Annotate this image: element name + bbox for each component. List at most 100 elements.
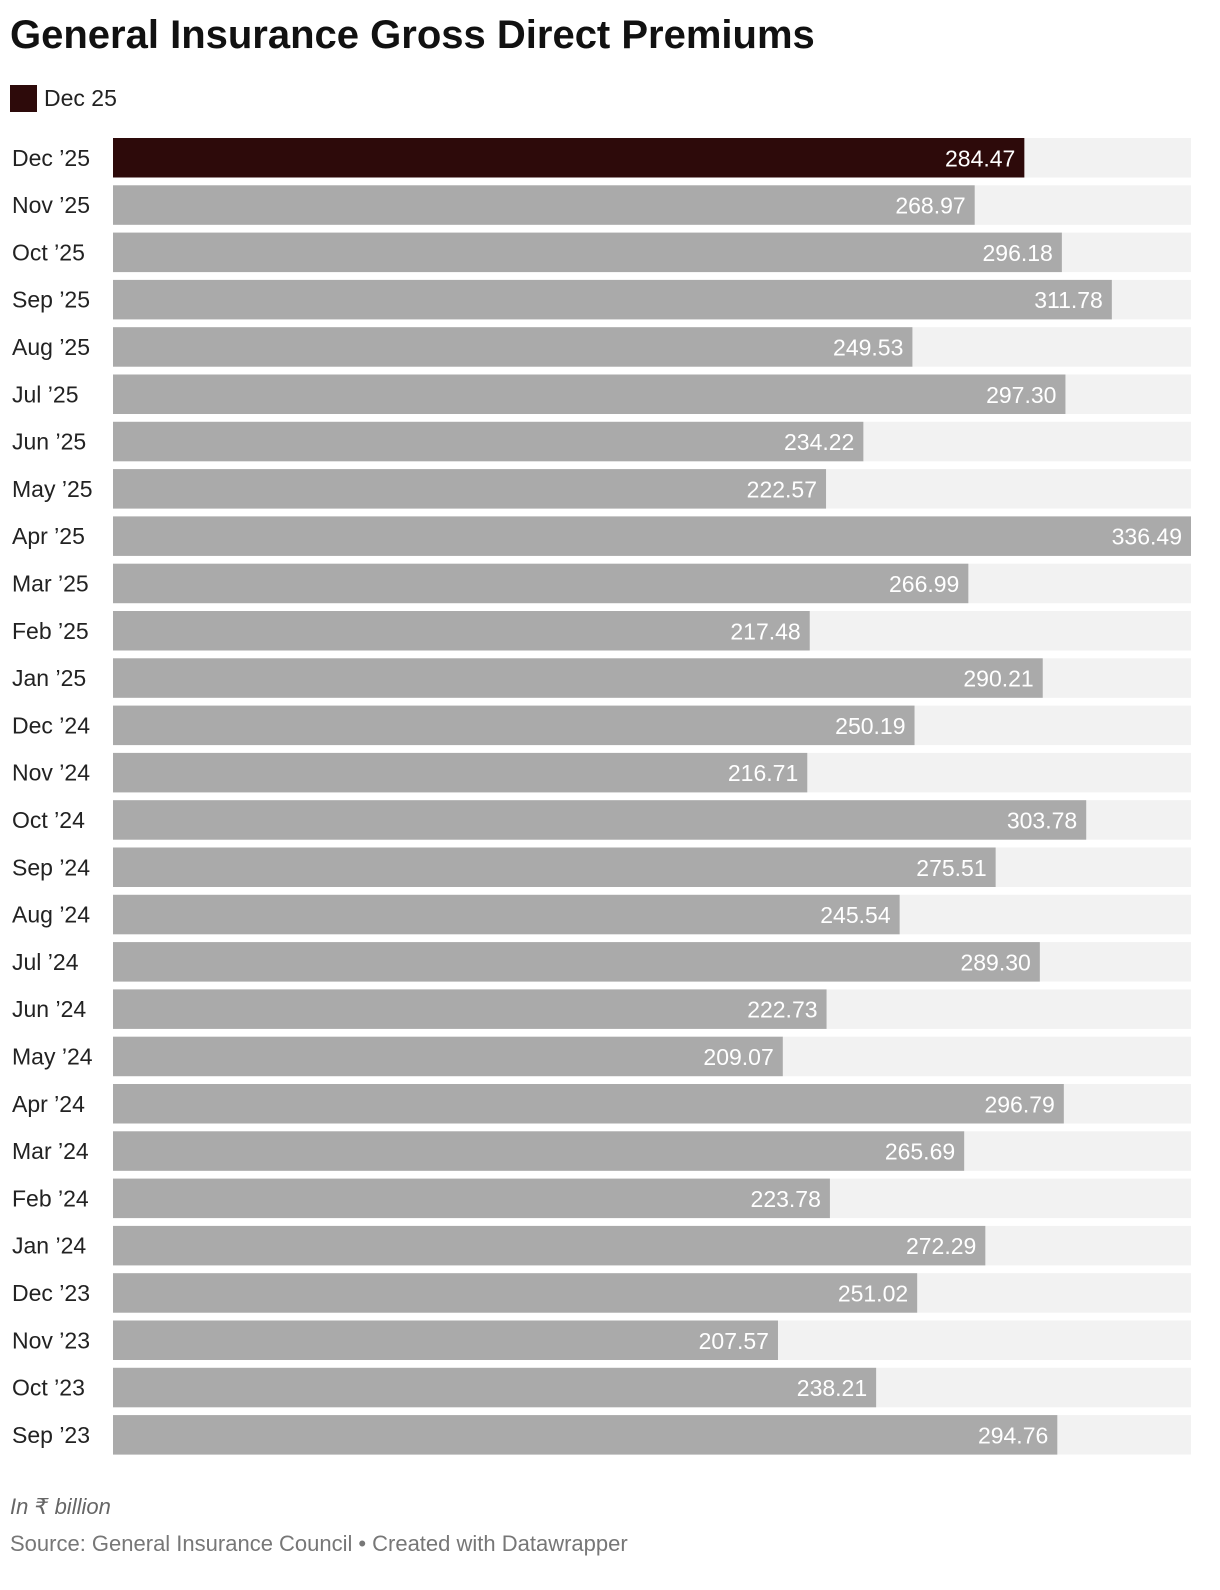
bar — [113, 185, 975, 225]
bar — [113, 563, 969, 604]
category-label: Apr ’24 — [12, 1091, 85, 1117]
value-label: 249.53 — [833, 334, 903, 360]
value-label: 250.19 — [835, 713, 905, 739]
category-label: Nov ’25 — [12, 192, 90, 218]
value-label: 296.79 — [984, 1091, 1054, 1117]
value-label: 294.76 — [978, 1422, 1048, 1448]
bar — [113, 1178, 830, 1219]
category-label: Jun ’24 — [12, 996, 86, 1022]
value-label: 296.18 — [983, 240, 1053, 266]
category-label: Feb ’24 — [12, 1185, 89, 1211]
bar — [113, 942, 1040, 982]
bar-row: Dec ’23 251.02 — [12, 1273, 1191, 1313]
bar — [113, 800, 1087, 840]
bar — [113, 516, 1191, 556]
category-label: Sep ’23 — [12, 1422, 90, 1448]
value-label: 266.99 — [889, 571, 959, 597]
category-label: Mar ’24 — [12, 1138, 89, 1164]
category-label: Mar ’25 — [12, 570, 89, 596]
value-label: 289.30 — [960, 949, 1030, 975]
value-label: 245.54 — [820, 902, 891, 928]
bar-row: Nov ’24 216.71 — [12, 752, 1191, 793]
category-label: Sep ’25 — [12, 287, 90, 313]
category-label: Jul ’24 — [12, 949, 79, 975]
bar-row: Apr ’25 336.49 — [12, 516, 1191, 556]
bar — [113, 1320, 778, 1360]
footer-separator: • — [358, 1531, 367, 1556]
category-label: Nov ’24 — [12, 760, 90, 786]
bar-chart: Dec ’25 284.47 Nov ’25 268.97 Oct ’25 296.18 S… — [12, 138, 1191, 1455]
bar — [113, 1367, 877, 1408]
bar-row: Sep ’25 311.78 — [12, 279, 1191, 320]
unit-note: In ₹ billion — [10, 1494, 111, 1519]
bar-row: Dec ’24 250.19 — [12, 705, 1191, 746]
category-label: Apr ’25 — [12, 523, 85, 549]
category-label: Dec ’25 — [12, 145, 90, 171]
bar — [113, 469, 827, 509]
legend-swatch — [10, 84, 37, 112]
bar — [113, 279, 1112, 320]
category-label: May ’25 — [12, 476, 93, 502]
bar-row: Dec ’25 284.47 — [12, 138, 1191, 178]
bar-row: Oct ’24 303.78 — [12, 800, 1191, 840]
bar-row: May ’24 209.07 — [12, 1036, 1191, 1077]
category-label: Dec ’24 — [12, 712, 90, 738]
category-label: Jan ’25 — [12, 665, 86, 691]
category-label: May ’24 — [12, 1043, 93, 1069]
bar-row: Sep ’24 275.51 — [12, 847, 1191, 887]
bar-row: Mar ’24 265.69 — [12, 1131, 1191, 1171]
bar-row: Apr ’24 296.79 — [12, 1084, 1191, 1124]
category-label: Dec ’23 — [12, 1280, 90, 1306]
value-label: 297.30 — [986, 382, 1056, 408]
value-label: 272.29 — [906, 1233, 976, 1259]
bar — [113, 705, 915, 746]
category-label: Feb ’25 — [12, 618, 89, 644]
bar — [113, 989, 827, 1029]
value-label: 238.21 — [797, 1375, 867, 1401]
category-label: Sep ’24 — [12, 854, 90, 880]
value-label: 311.78 — [1034, 287, 1103, 313]
value-label: 222.57 — [747, 476, 817, 502]
category-label: Oct ’24 — [12, 807, 85, 833]
category-label: Jun ’25 — [12, 429, 86, 455]
source-text: Source: General Insurance Council — [10, 1531, 353, 1556]
bar-row: Jan ’25 290.21 — [12, 658, 1191, 698]
category-label: Jul ’25 — [12, 381, 78, 407]
legend: Dec 25 — [10, 84, 117, 112]
chart-title: General Insurance Gross Direct Premiums — [10, 13, 815, 57]
bar-row: Feb ’24 223.78 — [12, 1178, 1191, 1219]
bar — [113, 421, 864, 462]
bar — [113, 232, 1062, 273]
bar-row: May ’25 222.57 — [12, 469, 1191, 509]
bar-row: Jul ’25 297.30 — [12, 374, 1191, 414]
value-label: 234.22 — [784, 429, 854, 455]
bar — [113, 847, 996, 887]
bar — [113, 752, 808, 793]
value-label: 207.57 — [699, 1328, 769, 1354]
bar-row: Jun ’25 234.22 — [12, 421, 1191, 462]
value-label: 209.07 — [703, 1044, 773, 1070]
value-label: 303.78 — [1007, 807, 1077, 833]
value-label: 290.21 — [963, 666, 1033, 692]
value-label: 222.73 — [747, 997, 817, 1023]
bar-row: Jul ’24 289.30 — [12, 942, 1191, 982]
credit-text: Created with Datawrapper — [372, 1531, 628, 1556]
bar-row: Feb ’25 217.48 — [12, 611, 1191, 651]
category-label: Jan ’24 — [12, 1233, 86, 1259]
bar — [113, 894, 900, 935]
bar — [113, 1036, 783, 1077]
footer: Source: General Insurance Council • Crea… — [10, 1531, 628, 1557]
bar — [113, 327, 913, 367]
value-label: 265.69 — [885, 1139, 955, 1165]
bar — [113, 374, 1066, 414]
bar-row: Oct ’23 238.21 — [12, 1367, 1191, 1408]
value-label: 223.78 — [751, 1186, 821, 1212]
legend-label: Dec 25 — [44, 84, 117, 111]
bar — [113, 1225, 986, 1266]
bar-row: Nov ’25 268.97 — [12, 185, 1191, 225]
value-label: 216.71 — [728, 760, 798, 786]
category-label: Aug ’25 — [12, 334, 90, 360]
bar-row: Nov ’23 207.57 — [12, 1320, 1191, 1360]
value-label: 275.51 — [916, 855, 986, 881]
bar-row: Jan ’24 272.29 — [12, 1225, 1191, 1266]
